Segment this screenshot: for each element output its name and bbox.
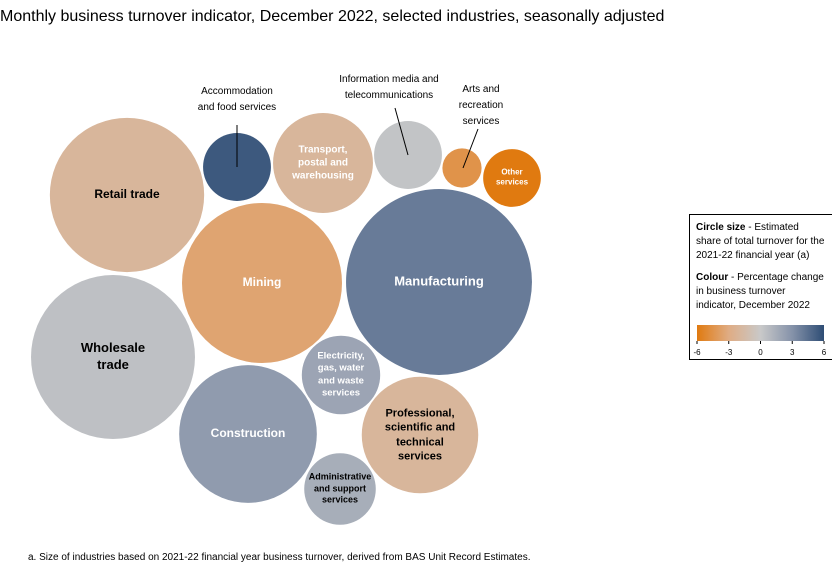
bubble <box>179 365 317 503</box>
bubble <box>301 335 381 415</box>
bubble-label: Arts and recreation services <box>458 84 504 127</box>
bubble <box>483 149 541 207</box>
color-tick-label: -6 <box>693 348 701 357</box>
bubble-label: Electricity, gas, water and waste servic… <box>317 350 365 399</box>
bubble <box>31 275 195 439</box>
bubble-label: Accommodation and food services <box>197 86 277 113</box>
color-tick-label: -3 <box>725 348 733 357</box>
bubble-label: Mining <box>242 275 282 290</box>
bubble-label: Administrative and support services <box>308 471 372 505</box>
bubble-label: Wholesale trade <box>80 340 146 372</box>
legend-title: Circle size <box>696 222 746 233</box>
bubble-label: Other services <box>495 167 529 187</box>
chart-title: Monthly business turnover indicator, Dec… <box>0 8 665 25</box>
bubble <box>361 376 479 494</box>
bubble <box>346 189 532 375</box>
bubble <box>273 113 373 213</box>
bubble-label: Manufacturing <box>394 273 484 289</box>
legend-text: - Percentage change in business turnover… <box>696 272 824 311</box>
leader-line <box>462 128 479 169</box>
leader-line <box>394 107 409 156</box>
bubble-label: Construction <box>210 426 286 441</box>
legend: Circle size - Estimated share of total t… <box>689 214 832 360</box>
bubble <box>442 148 482 188</box>
bubble <box>304 453 376 525</box>
bubble-label: Information media and telecommunications <box>339 74 439 101</box>
bubble <box>181 202 343 364</box>
bubble-label: Professional, scientific and technical s… <box>384 407 456 463</box>
color-tick-label: 3 <box>790 348 795 357</box>
footnote: a. Size of industries based on 2021-22 f… <box>28 552 531 563</box>
bubble-label: Retail trade <box>94 187 160 202</box>
bubble <box>49 117 205 273</box>
legend-text: - Estimated share of total turnover for … <box>696 222 825 261</box>
legend-title: Colour <box>696 272 729 283</box>
color-tick-label: 6 <box>822 348 827 357</box>
color-bar <box>697 325 824 341</box>
color-tick-label: 0 <box>758 348 763 357</box>
bubble-label: Transport, postal and warehousing <box>292 144 354 182</box>
